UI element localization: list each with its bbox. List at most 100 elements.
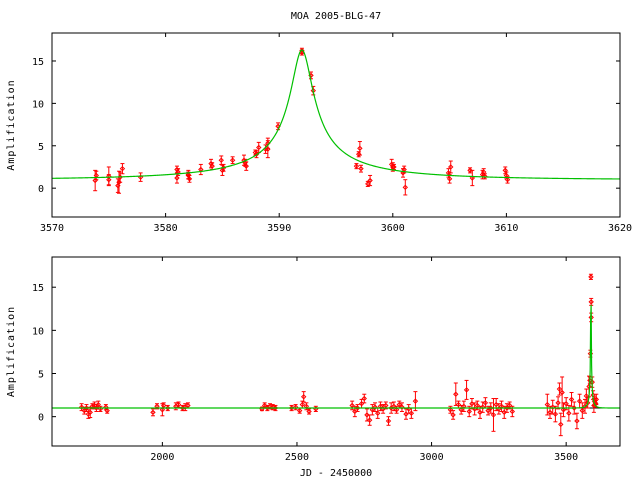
point-marker: [504, 176, 511, 183]
x-tick-label: 3570: [40, 223, 64, 234]
data-point: [198, 163, 204, 176]
y-tick-label: 15: [32, 283, 44, 294]
plot-area: [52, 273, 620, 437]
y-tick-label: 10: [32, 99, 44, 110]
point-marker: [555, 400, 561, 406]
point-marker: [78, 404, 85, 410]
point-marker: [367, 177, 373, 184]
point-marker: [375, 410, 381, 416]
data-point: [175, 401, 182, 408]
y-tick-label: 0: [38, 413, 44, 424]
point-marker: [455, 401, 462, 408]
data-point: [469, 398, 475, 410]
data-point: [455, 400, 462, 409]
point-marker: [296, 407, 303, 414]
data-point: [588, 273, 594, 280]
point-marker: [243, 163, 249, 169]
point-marker: [288, 405, 295, 411]
data-point: [300, 391, 307, 403]
data-point: [270, 404, 276, 411]
point-marker: [485, 407, 491, 414]
data-point: [403, 408, 409, 420]
point-marker: [579, 407, 586, 414]
point-marker: [106, 173, 112, 180]
point-marker: [175, 401, 182, 408]
point-marker: [458, 407, 464, 413]
x-tick-label: 3500: [554, 452, 578, 463]
point-marker: [547, 409, 553, 416]
point-marker: [358, 165, 364, 172]
point-marker: [574, 418, 580, 424]
data-point: [313, 405, 319, 412]
full-panel: 2000 2500 3000 3500 0 5 10 15 Amplification JD - …: [6, 256, 621, 479]
x-tick-label: 2500: [285, 452, 309, 463]
point-marker: [568, 396, 575, 403]
point-marker: [229, 157, 236, 163]
data-point: [229, 156, 236, 165]
point-marker: [357, 145, 363, 152]
point-marker: [448, 164, 454, 170]
point-marker: [256, 144, 262, 151]
data-point: [555, 396, 561, 410]
point-marker: [174, 175, 180, 181]
data-point: [447, 405, 454, 414]
data-point: [375, 407, 381, 419]
x-tick-label: 3610: [494, 223, 518, 234]
data-point: [243, 161, 249, 171]
x-axis-label: JD - 2450000: [300, 468, 372, 479]
data-point: [137, 172, 144, 182]
data-point: [556, 382, 563, 396]
data-point: [402, 179, 409, 196]
point-marker: [364, 412, 370, 418]
data-point: [369, 404, 376, 416]
data-point: [150, 408, 156, 417]
point-marker: [544, 401, 551, 408]
data-point: [453, 382, 459, 406]
point-marker: [469, 175, 476, 181]
data-point: [358, 164, 364, 173]
point-marker: [354, 405, 361, 411]
data-point: [574, 412, 580, 430]
data-point: [490, 398, 497, 432]
point-marker: [477, 409, 483, 416]
data-point: [458, 404, 464, 415]
point-marker: [408, 410, 415, 416]
point-marker: [93, 405, 100, 411]
data-point: [361, 393, 367, 404]
data-point: [353, 163, 360, 170]
x-tick-label: 3620: [608, 223, 632, 234]
point-marker: [450, 412, 456, 418]
data-point: [579, 402, 586, 419]
point-marker: [353, 163, 360, 169]
point-marker: [209, 163, 215, 169]
data-point: [593, 393, 600, 406]
data-point: [119, 163, 126, 175]
point-marker: [482, 400, 489, 406]
point-marker: [588, 299, 594, 305]
data-point: [357, 141, 363, 156]
x-tick-label: 2000: [150, 452, 174, 463]
point-marker: [509, 408, 516, 415]
data-point: [448, 160, 454, 174]
point-marker: [466, 408, 472, 415]
point-marker: [299, 401, 306, 408]
point-marker: [265, 146, 271, 152]
y-axis-label: Amplification: [6, 306, 17, 397]
point-marker: [372, 404, 378, 410]
point-marker: [95, 401, 102, 408]
point-marker: [185, 172, 192, 179]
point-marker: [292, 404, 299, 410]
point-marker: [556, 386, 563, 392]
point-marker: [218, 157, 224, 163]
point-marker: [552, 411, 559, 417]
data-point: [552, 405, 559, 423]
point-marker: [352, 408, 358, 415]
point-marker: [81, 407, 88, 414]
data-point: [97, 405, 104, 412]
point-marker: [391, 164, 397, 170]
point-marker: [501, 409, 507, 416]
x-tick-label: 3000: [420, 452, 444, 463]
point-marker: [490, 412, 497, 418]
x-tick-label: 3590: [267, 223, 291, 234]
